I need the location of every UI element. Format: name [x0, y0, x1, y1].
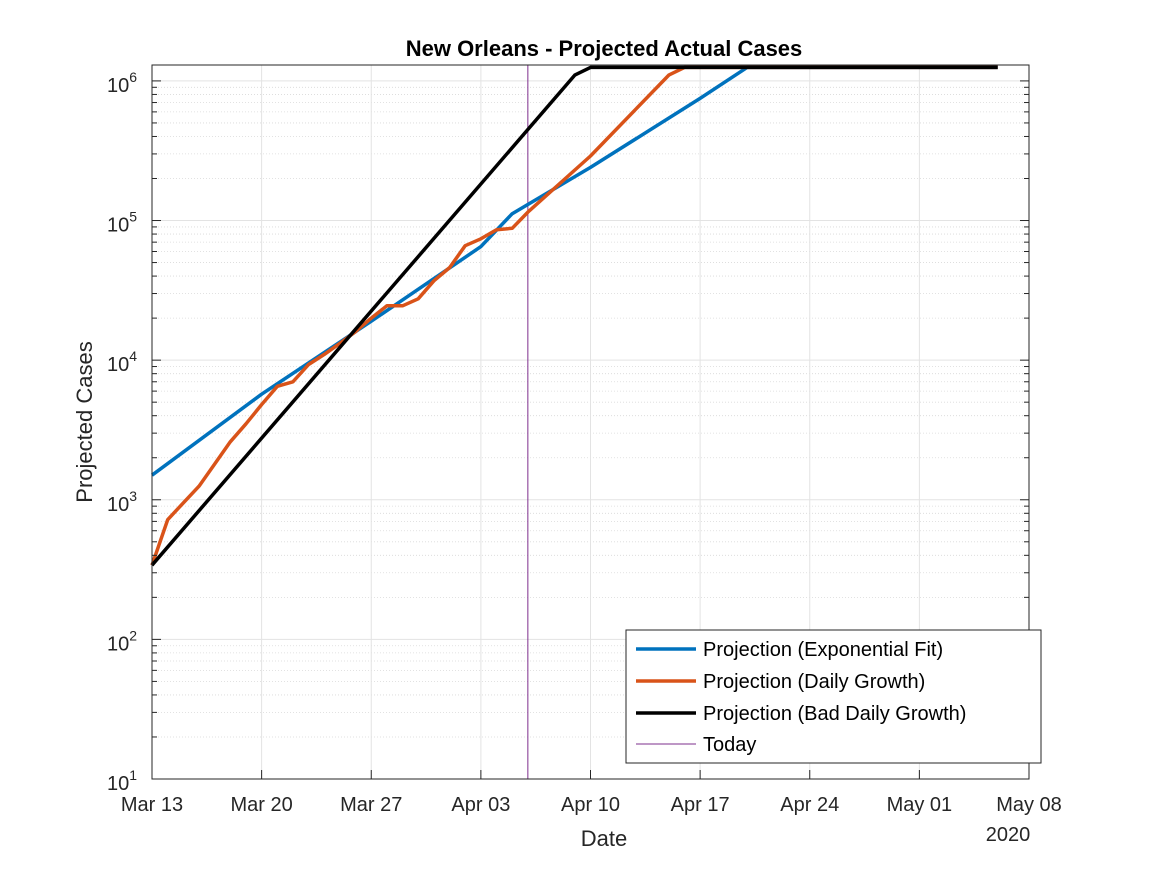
x-tick-label: Apr 17 — [671, 794, 730, 816]
legend-box — [625, 629, 1042, 764]
y-tick-label-base: 10 — [107, 354, 129, 376]
x-tick-label: Apr 24 — [780, 794, 839, 816]
x-tick-label: Mar 13 — [121, 794, 183, 816]
x-tick-label: May 08 — [996, 794, 1062, 816]
y-tick-label-exponent: 6 — [129, 69, 137, 85]
y-tick-label: 106 — [107, 69, 137, 97]
x-tick-label: Apr 03 — [451, 794, 510, 816]
y-tick-label-base: 10 — [107, 633, 129, 655]
legend-label-exponential-fit: Projection (Exponential Fit) — [703, 639, 943, 661]
series-layer — [150, 65, 998, 567]
x-axis-year-label: 2020 — [986, 824, 1031, 846]
y-tick-label-exponent: 2 — [129, 627, 137, 643]
y-tick-label-exponent: 4 — [129, 348, 137, 364]
legend-label-daily-growth: Projection (Daily Growth) — [703, 671, 925, 693]
y-tick-label: 101 — [107, 767, 137, 795]
y-tick-label-exponent: 3 — [129, 488, 137, 504]
x-tick-label: Mar 27 — [340, 794, 402, 816]
x-tick-labels: Mar 13 Mar 20 Mar 27 Apr 03 Apr 10 Apr 17 Apr … — [121, 794, 1062, 816]
legend: Projection (Exponential Fit) Projection … — [625, 629, 1042, 764]
y-tick-label-base: 10 — [107, 773, 129, 795]
y-tick-label-base: 10 — [107, 215, 129, 237]
legend-label-bad-daily-growth: Projection (Bad Daily Growth) — [703, 703, 966, 725]
y-tick-label: 105 — [107, 209, 137, 237]
y-tick-label-exponent: 5 — [129, 209, 137, 225]
y-tick-label: 102 — [107, 627, 137, 655]
chart-title: New Orleans - Projected Actual Cases — [406, 36, 803, 61]
y-tick-label-base: 10 — [107, 494, 129, 516]
x-axis-label: Date — [581, 826, 627, 851]
y-tick-label: 103 — [107, 488, 137, 516]
y-tick-label: 104 — [107, 348, 137, 376]
series-line-0 — [150, 65, 998, 477]
legend-label-today: Today — [703, 734, 756, 756]
x-tick-label: Mar 20 — [231, 794, 293, 816]
y-tick-label-exponent: 1 — [129, 767, 137, 783]
x-tick-label: Apr 10 — [561, 794, 620, 816]
series-line-1 — [150, 65, 998, 566]
x-tick-label: May 01 — [887, 794, 953, 816]
y-tick-label-base: 10 — [107, 75, 129, 97]
series-line-2 — [150, 65, 998, 567]
y-axis-label: Projected Cases — [72, 341, 97, 502]
